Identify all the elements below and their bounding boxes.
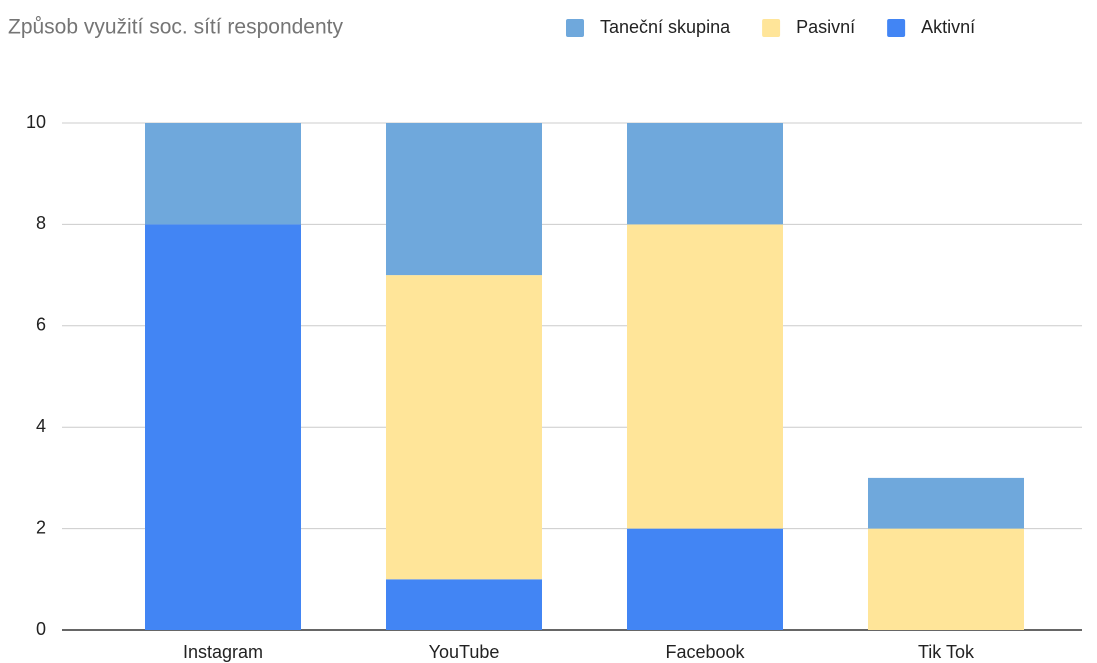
bar-segment <box>627 224 783 529</box>
y-tick-label: 6 <box>36 315 46 335</box>
x-tick-label: Tik Tok <box>918 642 975 662</box>
legend-swatch <box>566 19 584 37</box>
bar-segment <box>145 224 301 630</box>
legend-label: Taneční skupina <box>600 17 731 37</box>
x-tick-label: Facebook <box>665 642 745 662</box>
y-tick-label: 4 <box>36 416 46 436</box>
x-tick-label: Instagram <box>183 642 263 662</box>
legend-label: Aktivní <box>921 17 975 37</box>
bar-segment <box>145 123 301 225</box>
y-tick-label: 2 <box>36 517 46 537</box>
bar-segment <box>868 528 1024 630</box>
x-tick-label: YouTube <box>429 642 500 662</box>
y-tick-label: 10 <box>26 112 46 132</box>
bar-segment <box>386 579 542 630</box>
bar-segment <box>627 528 783 630</box>
bar-segment <box>868 477 1024 529</box>
y-tick-label: 8 <box>36 213 46 233</box>
bar-segment <box>627 123 783 225</box>
y-tick-label: 0 <box>36 619 46 639</box>
chart-title: Způsob využití soc. sítí respondenty <box>8 16 343 39</box>
legend-swatch <box>887 19 906 37</box>
bar-segment <box>386 123 542 276</box>
bar-segment <box>386 275 542 580</box>
legend-label: Pasivní <box>796 17 855 37</box>
legend-swatch <box>762 19 781 37</box>
